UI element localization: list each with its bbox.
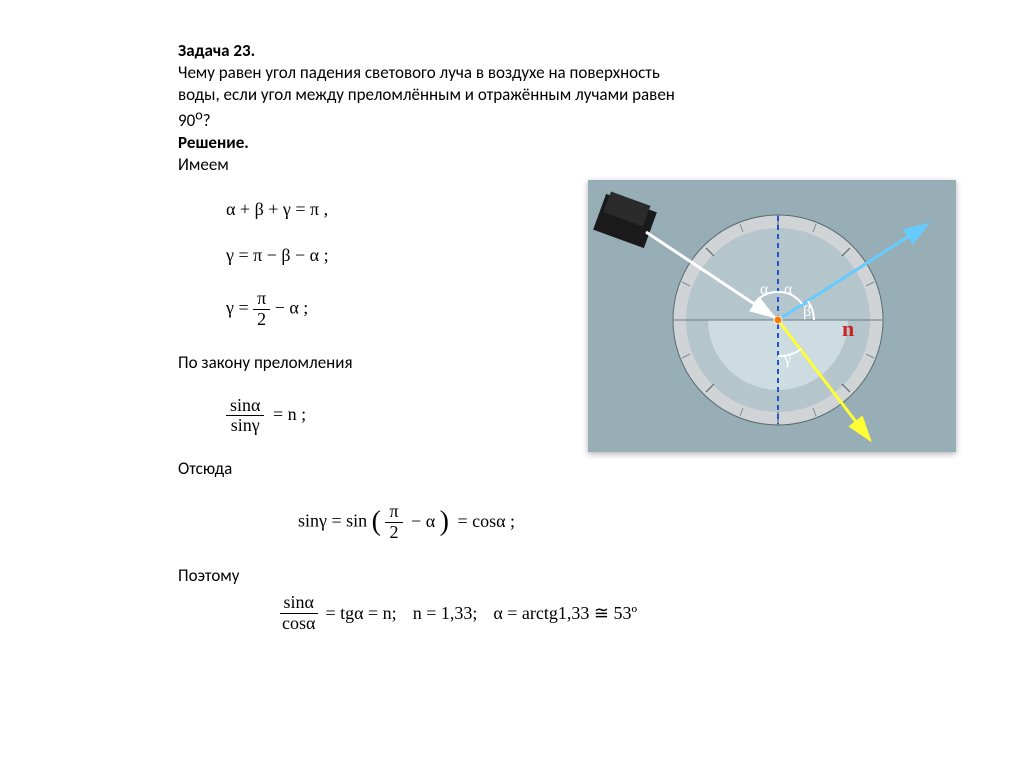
angle-90: 90о?: [178, 110, 211, 131]
from-here-text: Отсюда: [178, 458, 828, 480]
statement-line-2: воды, если угол между преломлённым и отр…: [178, 84, 675, 105]
fraction-sina-cosa: sinα cosα: [278, 593, 319, 634]
alpha-label-right: α: [784, 281, 793, 298]
refraction-diagram-svg: α α β γ n: [588, 180, 956, 452]
problem-title: Задача 23.: [178, 40, 255, 61]
gamma-label: γ: [783, 351, 791, 368]
fraction-pi-2: π 2: [253, 289, 270, 330]
fraction-pi-2-b: π 2: [385, 502, 402, 543]
center-dot-icon: [774, 316, 782, 324]
emitter-icon: [593, 191, 657, 248]
therefore-text: Поэтому: [178, 565, 828, 587]
beta-label: β: [803, 303, 811, 320]
equation-6: sinα cosα = tgα = n; n = 1,33; α = arctg…: [278, 593, 828, 634]
page: Задача 23. Чему равен угол падения свето…: [0, 0, 1024, 768]
equation-5: sinγ = sin ( π 2 − α ) = cosα ;: [298, 502, 828, 543]
alpha-label-left: α: [760, 281, 769, 298]
statement-line-1: Чему равен угол падения светового луча в…: [178, 62, 660, 83]
n-label: n: [842, 316, 854, 341]
have-text: Имеем: [178, 154, 229, 175]
fraction-sina-sing: sinα sinγ: [226, 396, 264, 437]
refraction-diagram: α α β γ n: [588, 180, 956, 452]
solution-label: Решение.: [178, 132, 249, 153]
